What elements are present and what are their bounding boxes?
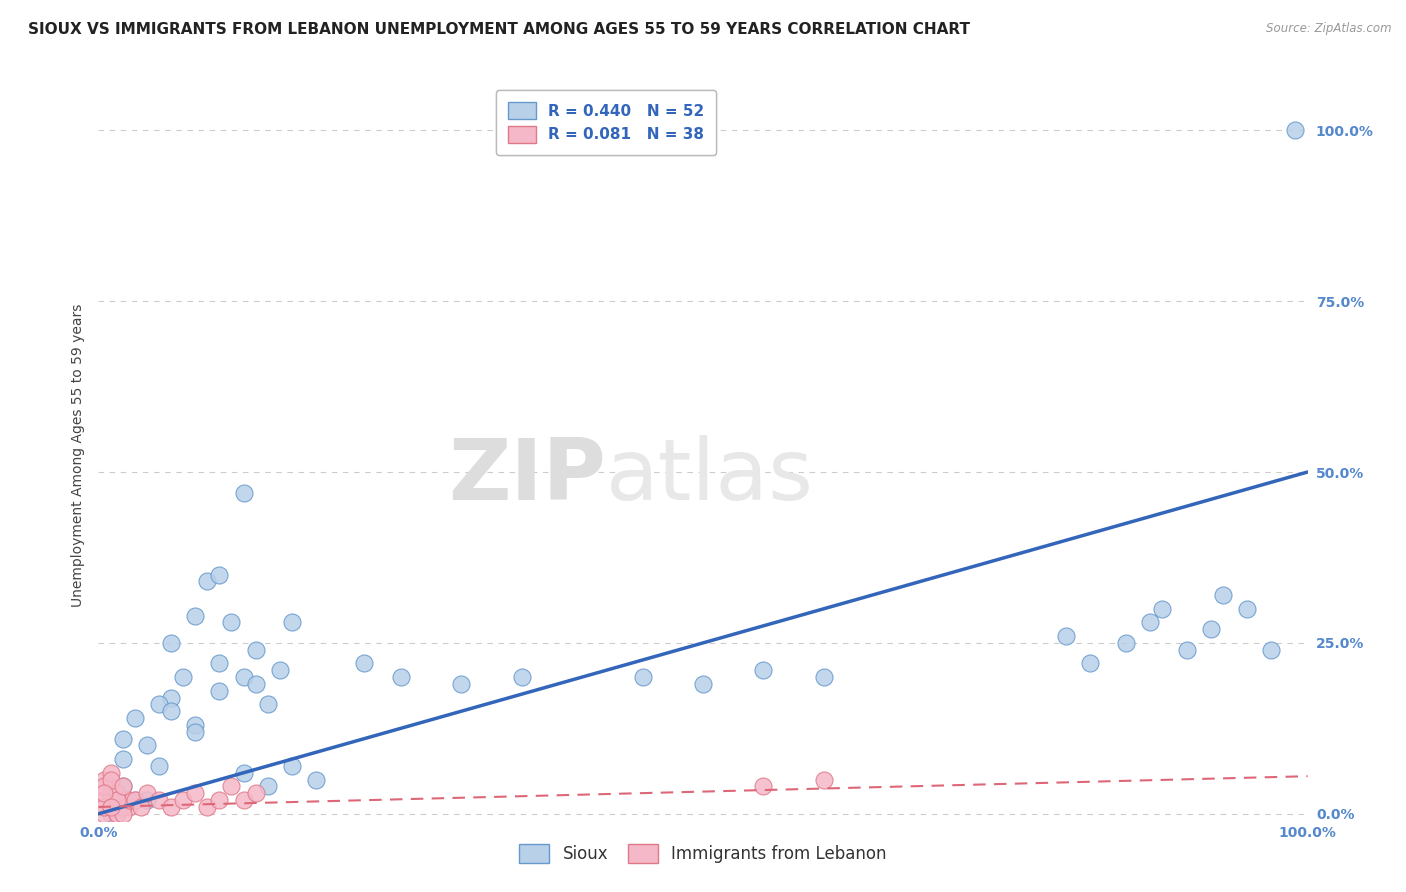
Point: [124, 793, 146, 807]
Point: [245, 642, 267, 657]
Point: [752, 663, 775, 677]
Point: [221, 615, 243, 630]
Point: [93, 780, 115, 794]
Point: [1284, 123, 1306, 137]
Point: [195, 574, 218, 589]
Point: [135, 739, 157, 753]
Point: [172, 793, 194, 807]
Point: [105, 793, 128, 807]
Legend: R = 0.440   N = 52, R = 0.081   N = 38: R = 0.440 N = 52, R = 0.081 N = 38: [496, 89, 717, 155]
Point: [281, 615, 304, 630]
Point: [305, 772, 328, 787]
Point: [450, 677, 472, 691]
Point: [1115, 636, 1137, 650]
Y-axis label: Unemployment Among Ages 55 to 59 years: Unemployment Among Ages 55 to 59 years: [70, 303, 84, 607]
Point: [232, 485, 254, 500]
Point: [232, 670, 254, 684]
Point: [256, 698, 278, 712]
Point: [752, 780, 775, 794]
Point: [1212, 588, 1234, 602]
Point: [208, 793, 231, 807]
Point: [184, 786, 207, 800]
Point: [111, 806, 134, 821]
Text: Source: ZipAtlas.com: Source: ZipAtlas.com: [1267, 22, 1392, 36]
Point: [1199, 622, 1222, 636]
Text: ZIP: ZIP: [449, 435, 606, 518]
Legend: Sioux, Immigrants from Lebanon: Sioux, Immigrants from Lebanon: [508, 832, 898, 875]
Point: [124, 793, 146, 807]
Point: [1152, 601, 1174, 615]
Point: [148, 793, 170, 807]
Point: [1139, 615, 1161, 630]
Point: [692, 677, 714, 691]
Point: [118, 793, 141, 807]
Point: [111, 780, 134, 794]
Point: [172, 670, 194, 684]
Point: [93, 786, 115, 800]
Point: [124, 711, 146, 725]
Point: [100, 800, 122, 814]
Point: [245, 786, 267, 800]
Point: [93, 806, 115, 821]
Point: [232, 765, 254, 780]
Point: [105, 806, 128, 821]
Point: [111, 780, 134, 794]
Point: [111, 731, 134, 746]
Point: [1260, 642, 1282, 657]
Point: [1236, 601, 1258, 615]
Point: [100, 800, 122, 814]
Point: [100, 786, 122, 800]
Point: [208, 683, 231, 698]
Point: [135, 786, 157, 800]
Point: [100, 780, 122, 794]
Point: [160, 636, 183, 650]
Point: [389, 670, 412, 684]
Point: [160, 800, 183, 814]
Point: [111, 793, 134, 807]
Point: [100, 772, 122, 787]
Point: [269, 663, 291, 677]
Point: [105, 786, 128, 800]
Point: [93, 800, 115, 814]
Point: [100, 765, 122, 780]
Point: [256, 780, 278, 794]
Point: [221, 780, 243, 794]
Point: [1054, 629, 1077, 643]
Point: [1175, 642, 1198, 657]
Point: [148, 759, 170, 773]
Point: [245, 677, 267, 691]
Point: [93, 793, 115, 807]
Point: [129, 800, 152, 814]
Point: [353, 657, 375, 671]
Point: [160, 704, 183, 718]
Point: [1078, 657, 1101, 671]
Point: [813, 670, 835, 684]
Point: [184, 718, 207, 732]
Point: [813, 772, 835, 787]
Point: [100, 806, 122, 821]
Point: [93, 772, 115, 787]
Point: [631, 670, 654, 684]
Text: atlas: atlas: [606, 435, 814, 518]
Point: [281, 759, 304, 773]
Point: [184, 724, 207, 739]
Point: [208, 567, 231, 582]
Point: [111, 752, 134, 766]
Point: [105, 806, 128, 821]
Point: [118, 800, 141, 814]
Point: [510, 670, 533, 684]
Point: [100, 786, 122, 800]
Point: [135, 793, 157, 807]
Point: [111, 800, 134, 814]
Point: [195, 800, 218, 814]
Text: SIOUX VS IMMIGRANTS FROM LEBANON UNEMPLOYMENT AMONG AGES 55 TO 59 YEARS CORRELAT: SIOUX VS IMMIGRANTS FROM LEBANON UNEMPLO…: [28, 22, 970, 37]
Point: [105, 793, 128, 807]
Point: [148, 698, 170, 712]
Point: [160, 690, 183, 705]
Point: [232, 793, 254, 807]
Point: [184, 608, 207, 623]
Point: [208, 657, 231, 671]
